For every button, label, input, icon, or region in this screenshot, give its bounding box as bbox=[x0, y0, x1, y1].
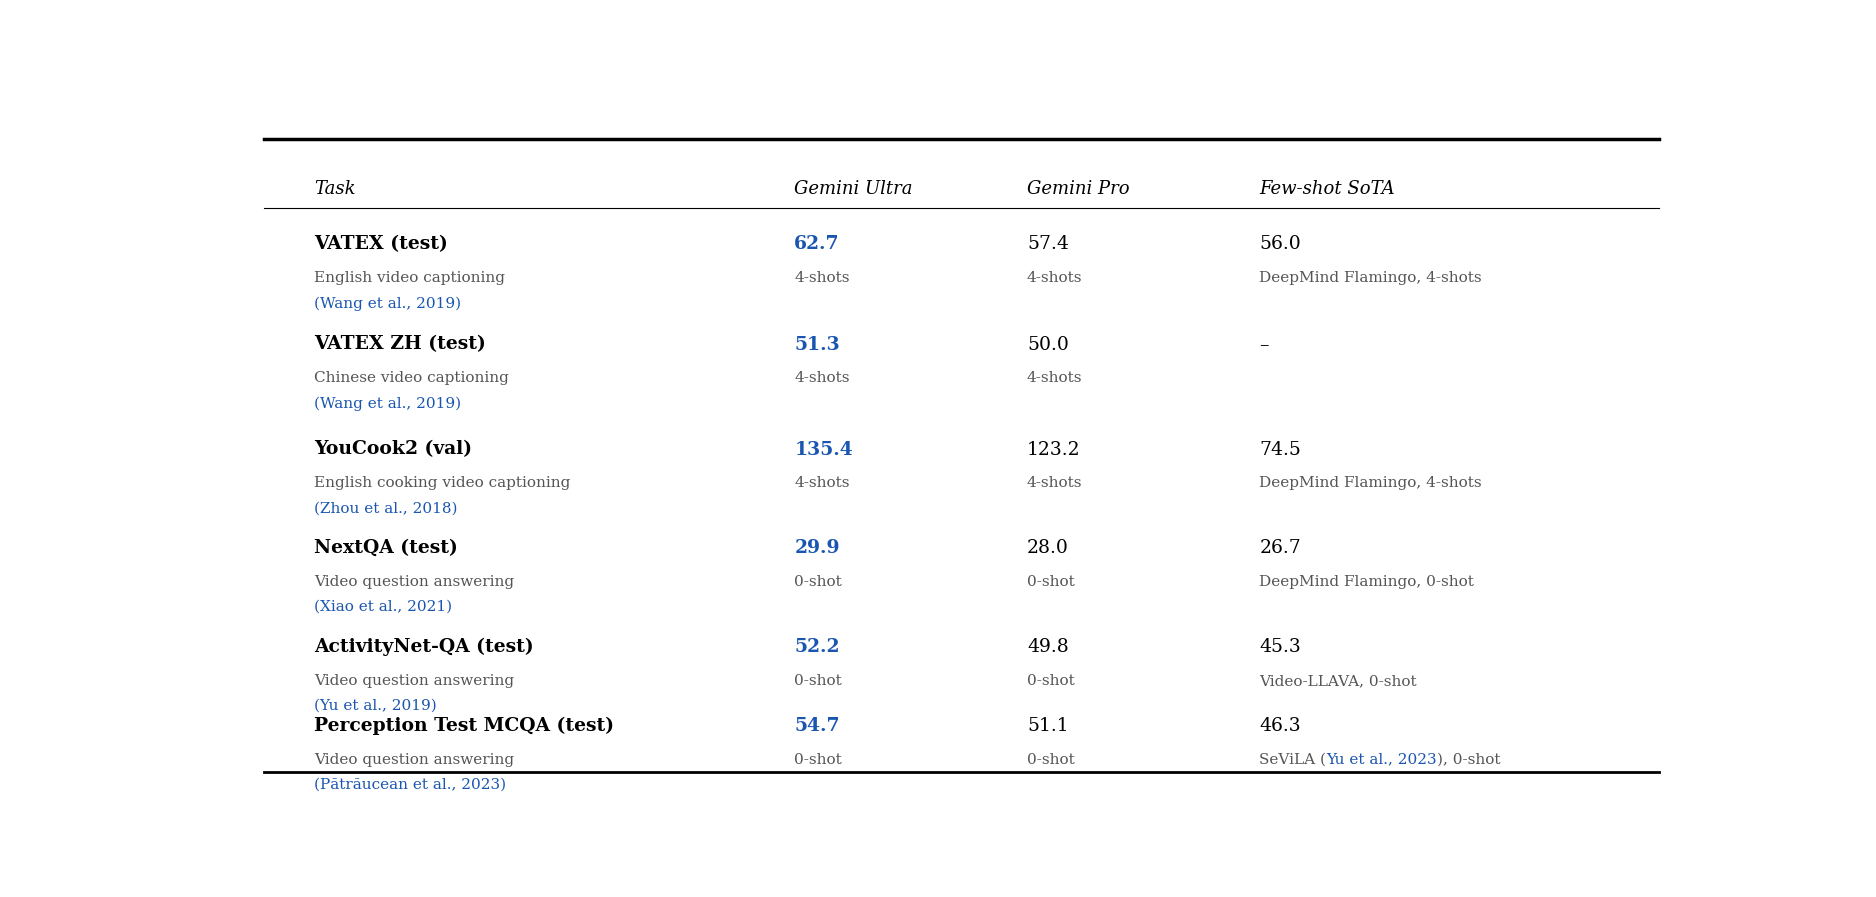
Text: 51.3: 51.3 bbox=[794, 335, 840, 353]
Text: (Yu et al., 2019): (Yu et al., 2019) bbox=[315, 699, 437, 713]
Text: NextQA (test): NextQA (test) bbox=[315, 539, 458, 557]
Text: Chinese video captioning: Chinese video captioning bbox=[315, 371, 510, 386]
Text: DeepMind Flamingo, 0-shot: DeepMind Flamingo, 0-shot bbox=[1259, 575, 1475, 589]
Text: 28.0: 28.0 bbox=[1026, 539, 1069, 557]
Text: Video question answering: Video question answering bbox=[315, 753, 514, 767]
Text: Video-LLAVA, 0-shot: Video-LLAVA, 0-shot bbox=[1259, 674, 1416, 688]
Text: Gemini Pro: Gemini Pro bbox=[1026, 180, 1129, 198]
Text: 57.4: 57.4 bbox=[1026, 235, 1069, 254]
Text: Gemini Ultra: Gemini Ultra bbox=[794, 180, 914, 198]
Text: 56.0: 56.0 bbox=[1259, 235, 1302, 254]
Text: 0-shot: 0-shot bbox=[794, 674, 842, 688]
Text: Video question answering: Video question answering bbox=[315, 575, 514, 589]
Text: 4-shots: 4-shots bbox=[794, 271, 850, 285]
Text: (Wang et al., 2019): (Wang et al., 2019) bbox=[315, 296, 461, 310]
Text: Video question answering: Video question answering bbox=[315, 674, 514, 688]
Text: YouCook2 (val): YouCook2 (val) bbox=[315, 440, 473, 458]
Text: 26.7: 26.7 bbox=[1259, 539, 1302, 557]
Text: ActivityNet-QA (test): ActivityNet-QA (test) bbox=[315, 638, 535, 657]
Text: VATEX ZH (test): VATEX ZH (test) bbox=[315, 335, 486, 353]
Text: 51.1: 51.1 bbox=[1026, 717, 1069, 735]
Text: 123.2: 123.2 bbox=[1026, 440, 1081, 458]
Text: Perception Test MCQA (test): Perception Test MCQA (test) bbox=[315, 717, 615, 735]
Text: 54.7: 54.7 bbox=[794, 717, 840, 735]
Text: DeepMind Flamingo, 4-shots: DeepMind Flamingo, 4-shots bbox=[1259, 476, 1482, 491]
Text: (Zhou et al., 2018): (Zhou et al., 2018) bbox=[315, 501, 458, 516]
Text: VATEX (test): VATEX (test) bbox=[315, 235, 448, 254]
Text: Few-shot SoTA: Few-shot SoTA bbox=[1259, 180, 1396, 198]
Text: 49.8: 49.8 bbox=[1026, 638, 1069, 656]
Text: English video captioning: English video captioning bbox=[315, 271, 505, 285]
Text: ), 0-shot: ), 0-shot bbox=[1437, 753, 1501, 767]
Text: 4-shots: 4-shots bbox=[794, 476, 850, 491]
Text: –: – bbox=[1259, 335, 1268, 353]
Text: 4-shots: 4-shots bbox=[1026, 476, 1082, 491]
Text: 4-shots: 4-shots bbox=[794, 371, 850, 386]
Text: 46.3: 46.3 bbox=[1259, 717, 1302, 735]
Text: 52.2: 52.2 bbox=[794, 638, 840, 656]
Text: (Xiao et al., 2021): (Xiao et al., 2021) bbox=[315, 600, 452, 614]
Text: SeViLA (: SeViLA ( bbox=[1259, 753, 1326, 767]
Text: English cooking video captioning: English cooking video captioning bbox=[315, 476, 570, 491]
Text: 0-shot: 0-shot bbox=[1026, 575, 1075, 589]
Text: Task: Task bbox=[315, 180, 356, 198]
Text: 4-shots: 4-shots bbox=[1026, 271, 1082, 285]
Text: 74.5: 74.5 bbox=[1259, 440, 1302, 458]
Text: 0-shot: 0-shot bbox=[794, 575, 842, 589]
Text: (Pătrăucean et al., 2023): (Pătrăucean et al., 2023) bbox=[315, 778, 507, 792]
Text: DeepMind Flamingo, 4-shots: DeepMind Flamingo, 4-shots bbox=[1259, 271, 1482, 285]
Text: 62.7: 62.7 bbox=[794, 235, 840, 254]
Text: 0-shot: 0-shot bbox=[1026, 753, 1075, 767]
Text: 29.9: 29.9 bbox=[794, 539, 840, 557]
Text: Yu et al., 2023: Yu et al., 2023 bbox=[1326, 753, 1437, 767]
Text: 4-shots: 4-shots bbox=[1026, 371, 1082, 386]
Text: 50.0: 50.0 bbox=[1026, 335, 1069, 353]
Text: (Wang et al., 2019): (Wang et al., 2019) bbox=[315, 396, 461, 411]
Text: 0-shot: 0-shot bbox=[794, 753, 842, 767]
Text: 135.4: 135.4 bbox=[794, 440, 854, 458]
Text: 0-shot: 0-shot bbox=[1026, 674, 1075, 688]
Text: 45.3: 45.3 bbox=[1259, 638, 1302, 656]
